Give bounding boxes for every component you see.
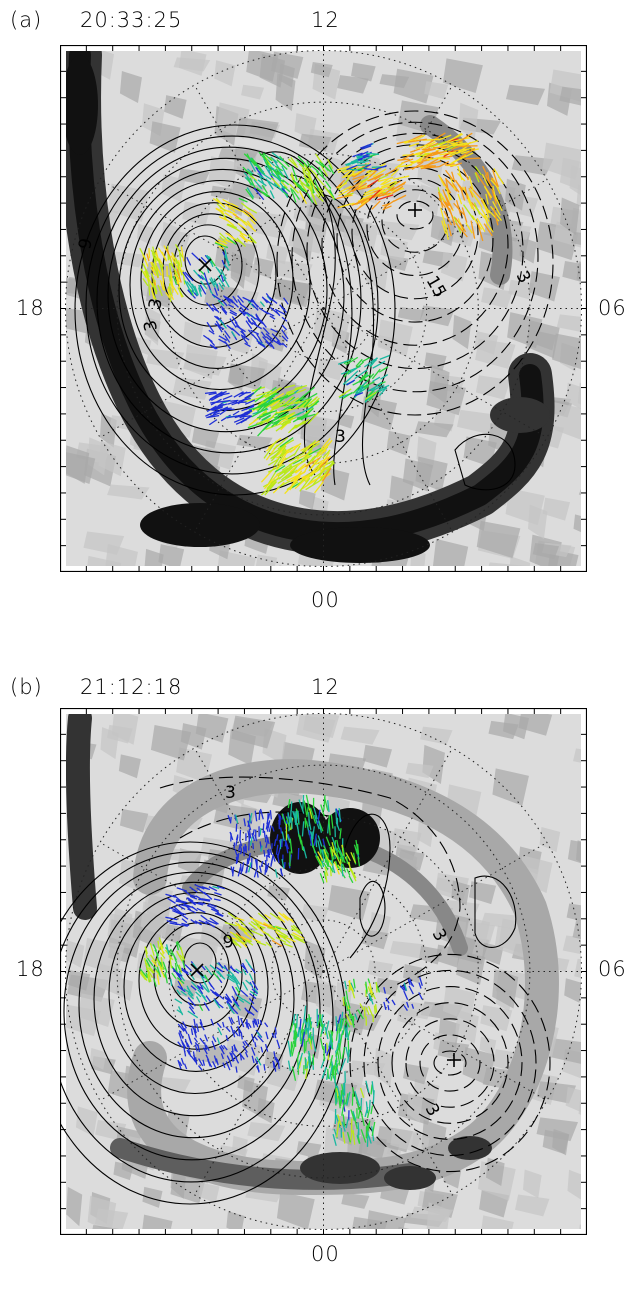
velocity-vector xyxy=(171,979,172,986)
velocity-vector xyxy=(259,810,260,820)
velocity-vector xyxy=(253,843,254,849)
mlt-18-label: 18 xyxy=(16,296,45,320)
velocity-vector xyxy=(280,839,281,849)
mlt-18-label: 18 xyxy=(16,957,45,981)
dark-blob xyxy=(290,527,430,563)
velocity-vector xyxy=(279,820,280,829)
panel-time: 21:12:18 xyxy=(80,675,182,699)
velocity-vector xyxy=(260,828,261,835)
dark-blob xyxy=(490,397,550,433)
velocity-vector xyxy=(279,814,280,820)
velocity-vector xyxy=(264,831,265,838)
mlt-00-label: 00 xyxy=(311,588,340,612)
velocity-vector xyxy=(240,830,241,840)
velocity-vector xyxy=(149,248,150,258)
velocity-vector xyxy=(361,1098,362,1110)
panel-label: (b) xyxy=(10,675,43,699)
velocity-vector xyxy=(236,402,247,403)
dark-blob xyxy=(140,503,260,547)
dark-blob xyxy=(300,1152,380,1184)
velocity-vector xyxy=(422,149,433,150)
velocity-vector xyxy=(264,850,265,857)
velocity-vector xyxy=(282,839,283,848)
mlt-00-label: 00 xyxy=(311,1242,340,1266)
mlt-12-label: 12 xyxy=(311,8,340,32)
contour-label: 3 xyxy=(335,427,346,447)
velocity-vector xyxy=(357,162,365,163)
velocity-vector xyxy=(291,802,292,812)
auroral-band xyxy=(78,718,85,908)
velocity-vector xyxy=(298,811,299,823)
velocity-vector xyxy=(247,858,248,866)
mlt-12-label: 12 xyxy=(311,675,340,699)
velocity-vector xyxy=(432,152,442,153)
velocity-vector xyxy=(244,846,245,856)
mlt-06-label: 06 xyxy=(598,296,627,320)
velocity-vector xyxy=(297,1014,298,1028)
velocity-vector xyxy=(230,400,238,401)
velocity-vector xyxy=(281,827,282,833)
velocity-vector xyxy=(163,270,164,283)
velocity-vector xyxy=(292,817,293,829)
velocity-vector xyxy=(329,815,330,824)
velocity-vector xyxy=(241,864,242,875)
velocity-vector xyxy=(263,823,264,833)
velocity-vector xyxy=(464,158,480,159)
velocity-vector xyxy=(328,1069,329,1079)
velocity-vector xyxy=(249,853,250,860)
velocity-vector xyxy=(284,862,285,868)
velocity-vector xyxy=(374,1006,375,1014)
panel-time: 20:33:25 xyxy=(80,8,182,32)
velocity-vector xyxy=(258,1019,259,1024)
velocity-vector xyxy=(341,859,342,867)
velocity-vector xyxy=(306,1041,307,1051)
velocity-vector xyxy=(376,982,377,992)
velocity-vector xyxy=(358,1122,359,1135)
velocity-vector xyxy=(331,1034,332,1048)
velocity-vector xyxy=(231,817,232,824)
dark-blob xyxy=(384,1166,436,1190)
panel-label: (a) xyxy=(10,8,42,32)
velocity-vector xyxy=(224,409,235,410)
velocity-vector xyxy=(245,844,246,851)
velocity-vector xyxy=(369,1100,370,1111)
mlt-06-label: 06 xyxy=(598,957,627,981)
dark-blob xyxy=(62,55,98,155)
contour-label: 3 xyxy=(225,783,236,803)
